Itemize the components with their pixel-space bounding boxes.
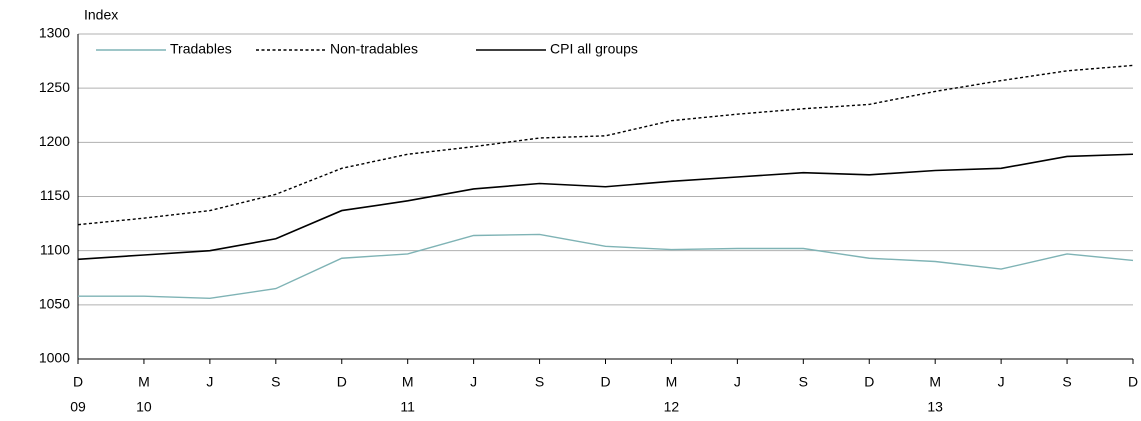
x-year-label: 09 — [70, 399, 86, 415]
x-tick-label: M — [138, 374, 150, 390]
x-tick-label: S — [1062, 374, 1071, 390]
x-tick-label: S — [535, 374, 544, 390]
x-tick-label: M — [666, 374, 678, 390]
x-tick-label: S — [271, 374, 280, 390]
x-tick-label: D — [337, 374, 347, 390]
x-year-label: 11 — [400, 399, 415, 415]
legend-label: Non-tradables — [330, 41, 418, 57]
legend-label: CPI all groups — [550, 41, 638, 57]
y-axis-label: Index — [84, 7, 118, 23]
y-tick-label: 1050 — [39, 296, 70, 312]
x-year-label: 10 — [136, 399, 152, 415]
series-line — [77, 64, 1134, 226]
series-line — [78, 233, 1134, 300]
x-tick-label: J — [998, 374, 1005, 390]
x-tick-label: D — [1128, 374, 1138, 390]
x-tick-label: J — [206, 374, 213, 390]
y-tick-label: 1100 — [40, 241, 70, 257]
x-tick-label: D — [864, 374, 874, 390]
x-tick-label: S — [799, 374, 808, 390]
y-tick-label: 1000 — [39, 350, 70, 366]
y-tick-label: 1300 — [39, 25, 70, 41]
x-year-label: 12 — [664, 399, 680, 415]
x-tick-label: D — [600, 374, 610, 390]
y-tick-label: 1200 — [39, 133, 70, 149]
series-line — [77, 153, 1134, 261]
x-tick-label: D — [73, 374, 83, 390]
y-tick-label: 1250 — [39, 79, 70, 95]
legend-label: Tradables — [170, 41, 232, 57]
x-tick-label: M — [929, 374, 941, 390]
x-tick-label: J — [734, 374, 741, 390]
x-tick-label: J — [470, 374, 477, 390]
x-tick-label: M — [402, 374, 414, 390]
y-tick-label: 1150 — [40, 187, 70, 203]
x-year-label: 13 — [927, 399, 943, 415]
